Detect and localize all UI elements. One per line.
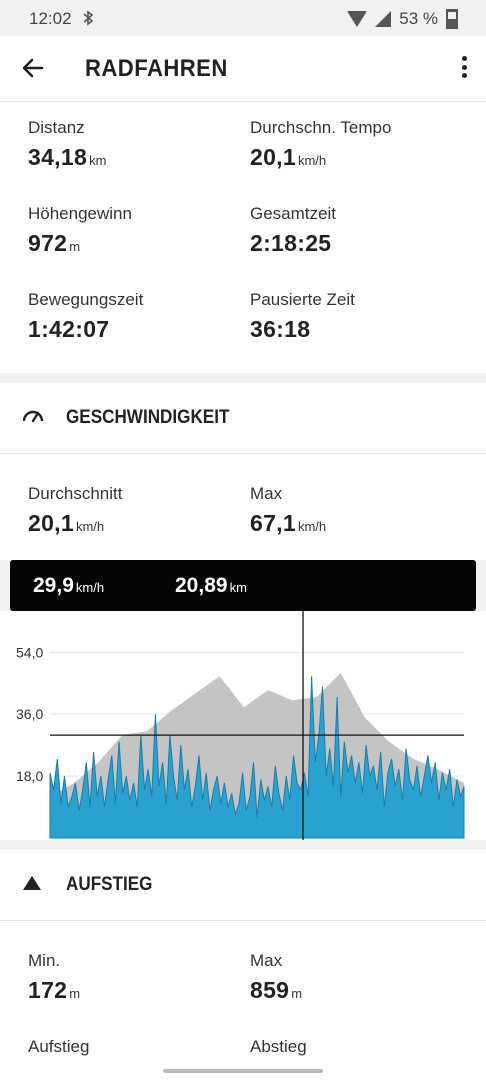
wifi-icon xyxy=(347,11,368,27)
stat-label: Distanz xyxy=(28,118,85,137)
mountain-icon xyxy=(22,874,42,897)
tooltip-speed: 29,9 km/h xyxy=(33,574,105,597)
stat-label: Max xyxy=(250,951,283,970)
battery-icon xyxy=(446,9,458,29)
ascent-stats: Min. 172 m Max 859 m Aufstieg Abstieg xyxy=(0,921,486,1080)
tooltip-distance: 20,89 km xyxy=(175,574,247,597)
stat-value: 20,1 km/h xyxy=(250,144,327,170)
stat-value: 172 m xyxy=(28,977,81,1003)
bluetooth-icon xyxy=(82,10,94,29)
cell-signal-icon xyxy=(375,11,392,27)
stat-value: 972 m xyxy=(28,230,81,256)
stat-label: Höhengewinn xyxy=(28,204,132,223)
battery-percent: 53 % xyxy=(399,9,438,28)
speedometer-icon xyxy=(22,407,44,428)
stat-label: Abstieg xyxy=(250,1037,307,1056)
status-time: 12:02 xyxy=(29,9,72,28)
app-header: RADFAHREN xyxy=(0,36,486,102)
home-indicator[interactable] xyxy=(163,1069,323,1073)
more-menu-icon[interactable] xyxy=(460,56,468,82)
summary-card: Distanz 34,18 km Durchschn. Tempo 20,1 km/… xyxy=(0,102,486,373)
stat-label: Bewegungszeit xyxy=(28,290,144,309)
speed-chart-svg[interactable]: 54,0 36,0 18,0 xyxy=(0,611,486,840)
status-bar: 12:02 53 % xyxy=(0,0,486,36)
speed-chart[interactable]: 54,0 36,0 18,0 xyxy=(0,611,486,840)
stat-value: 2:18:25 xyxy=(250,230,332,256)
stat-value: 1:42:07 xyxy=(28,316,110,342)
ascent-section-header: AUFSTIEG xyxy=(0,850,486,921)
y-tick-label: 54,0 xyxy=(16,644,43,660)
section-title: AUFSTIEG xyxy=(66,874,153,895)
stat-label: Pausierte Zeit xyxy=(250,290,355,309)
section-title: GESCHWINDIGKEIT xyxy=(66,407,230,428)
stat-label: Aufstieg xyxy=(28,1037,90,1056)
speed-area xyxy=(49,676,465,839)
stat-value: 36:18 xyxy=(250,316,311,342)
speed-section-header: GESCHWINDIGKEIT xyxy=(0,383,486,454)
back-arrow-icon[interactable] xyxy=(20,54,48,82)
stat-label: Durchschn. Tempo xyxy=(250,118,392,137)
stat-label: Min. xyxy=(28,951,61,970)
stat-value: 34,18 km xyxy=(28,144,107,170)
page-title: RADFAHREN xyxy=(85,55,228,82)
stat-label: Max xyxy=(250,484,283,503)
chart-tooltip: 29,9 km/h 20,89 km xyxy=(10,560,476,620)
speed-stats: Durchschnitt 20,1 km/h Max 67,1 km/h xyxy=(0,454,486,560)
stat-value: 20,1 km/h xyxy=(28,510,105,536)
stat-label: Gesamtzeit xyxy=(250,204,336,223)
stat-value: 859 m xyxy=(250,977,303,1003)
y-tick-label: 18,0 xyxy=(16,768,43,784)
stat-value: 67,1 km/h xyxy=(250,510,327,536)
y-tick-label: 36,0 xyxy=(16,706,43,722)
stat-label: Durchschnitt xyxy=(28,484,123,503)
